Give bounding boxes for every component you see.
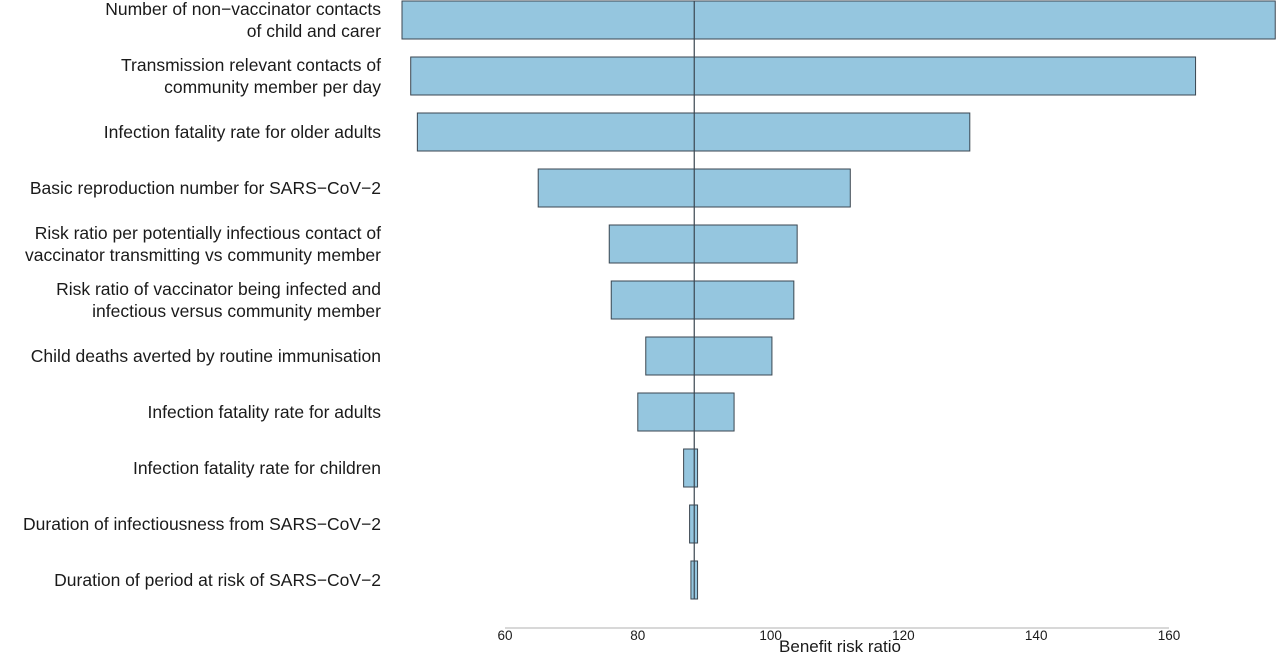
parameter-label: Infection fatality rate for older adults <box>104 122 381 142</box>
parameter-label: Duration of infectiousness from SARS−CoV… <box>23 514 381 534</box>
parameter-label: Infection fatality rate for adults <box>148 402 382 422</box>
x-tick-label: 160 <box>1158 628 1181 643</box>
tornado-bar <box>683 448 699 488</box>
parameter-label: Basic reproduction number for SARS−CoV−2 <box>30 178 381 198</box>
tornado-bar <box>608 224 798 264</box>
tornado-bar <box>645 336 773 376</box>
x-axis-title: Benefit risk ratio <box>779 637 901 654</box>
parameter-label: Transmission relevant contacts of <box>121 55 381 75</box>
parameter-label: Child deaths averted by routine immunisa… <box>31 346 381 366</box>
parameter-label: of child and carer <box>247 21 381 41</box>
tornado-bar <box>401 0 1276 40</box>
x-tick-label: 60 <box>497 628 512 643</box>
parameter-label: Infection fatality rate for children <box>133 458 381 478</box>
parameter-label: vaccinator transmitting vs community mem… <box>25 245 381 265</box>
tornado-bar <box>416 112 971 152</box>
parameter-label: Duration of period at risk of SARS−CoV−2 <box>54 570 381 590</box>
x-tick-label: 140 <box>1025 628 1048 643</box>
x-tick-label: 100 <box>759 628 782 643</box>
x-tick-label: 120 <box>892 628 915 643</box>
tornado-bar <box>637 392 735 432</box>
tornado-bar <box>689 504 699 544</box>
x-tick-label: 80 <box>630 628 645 643</box>
parameter-label: community member per day <box>164 77 381 97</box>
parameter-label: Risk ratio of vaccinator being infected … <box>56 279 381 299</box>
tornado-bar <box>610 280 795 320</box>
parameter-label: Number of non−vaccinator contacts <box>105 0 381 19</box>
parameter-label: Risk ratio per potentially infectious co… <box>35 223 381 243</box>
tornado-bar <box>410 56 1197 96</box>
parameter-label: infectious versus community member <box>92 301 381 321</box>
